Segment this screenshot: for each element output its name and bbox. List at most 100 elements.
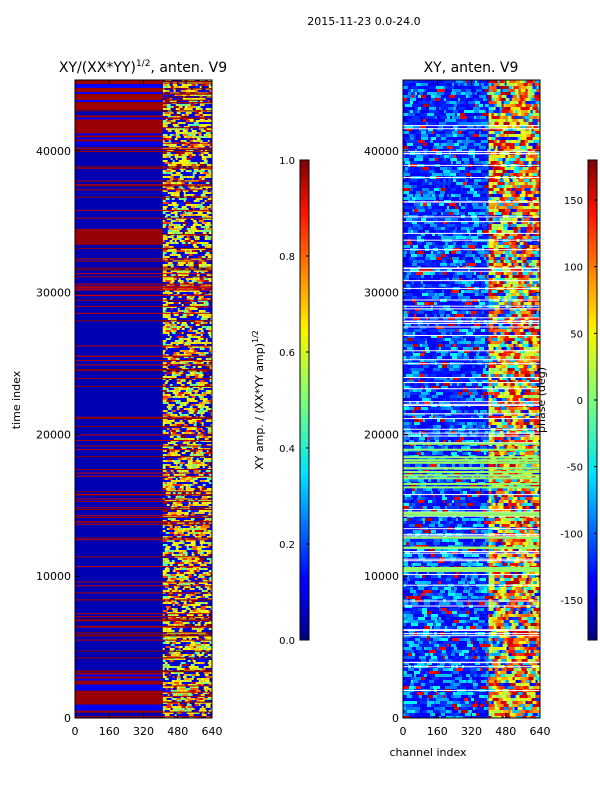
heatmap-cell	[168, 628, 172, 630]
heatmap-cell	[200, 172, 204, 174]
heatmap-cell	[175, 714, 177, 716]
heatmap-cell	[178, 332, 182, 334]
heatmap-cell	[177, 112, 181, 114]
heatmap-cell	[178, 662, 181, 664]
heatmap-cell	[180, 130, 183, 132]
heatmap-cell	[185, 480, 187, 482]
heatmap-cell	[191, 438, 195, 440]
heatmap-cell	[211, 392, 215, 394]
heatmap-cell	[176, 90, 181, 92]
heatmap-cell	[163, 664, 166, 666]
heatmap-cell	[192, 392, 195, 394]
heatmap-cell	[183, 646, 185, 648]
heatmap-cell	[204, 458, 208, 460]
heatmap-cell	[181, 246, 186, 248]
flagged-row	[75, 585, 212, 586]
heatmap-cell	[187, 256, 189, 258]
heatmap-cell	[167, 572, 169, 574]
heatmap-cell	[195, 308, 198, 310]
heatmap-cell	[180, 296, 182, 298]
heatmap-cell	[198, 156, 202, 158]
heatmap-cell	[163, 90, 167, 92]
heatmap-cell	[163, 404, 168, 406]
heatmap-cell	[186, 374, 191, 376]
heatmap-cell	[174, 622, 179, 624]
heatmap-cell	[181, 396, 185, 398]
heatmap-cell	[207, 528, 209, 530]
heatmap-cell	[176, 412, 179, 414]
heatmap-cell	[195, 138, 197, 140]
saturated-row	[75, 90, 163, 92]
heatmap-cell	[180, 114, 182, 116]
heatmap-cell	[192, 492, 194, 494]
heatmap-cell	[163, 560, 165, 562]
heatmap-cell	[191, 474, 195, 476]
heatmap-cell	[177, 208, 182, 210]
heatmap-cell	[170, 250, 175, 252]
heatmap-cell	[205, 384, 209, 386]
heatmap-cell	[171, 330, 174, 332]
heatmap-cell	[184, 362, 186, 364]
x-tick-label: 0	[72, 725, 79, 738]
heatmap-cell	[204, 688, 207, 690]
heatmap-cell	[163, 120, 167, 122]
heatmap-cell	[205, 250, 208, 252]
heatmap-cell	[172, 422, 175, 424]
heatmap-cell	[182, 304, 184, 306]
heatmap-cell	[204, 176, 209, 178]
heatmap-cell	[189, 546, 192, 548]
heatmap-cell	[211, 162, 215, 164]
heatmap-cell	[171, 128, 176, 130]
heatmap-cell	[201, 576, 205, 578]
heatmap-cell	[169, 228, 174, 230]
heatmap-cell	[191, 174, 193, 176]
heatmap-cell	[208, 646, 212, 648]
heatmap-cell	[185, 384, 190, 386]
heatmap-cell	[200, 542, 204, 544]
heatmap-cell	[186, 430, 189, 432]
heatmap-cell	[201, 334, 203, 336]
heatmap-cell	[209, 464, 212, 466]
heatmap-cell	[171, 606, 173, 608]
heatmap-cell	[176, 396, 178, 398]
heatmap-cell	[182, 328, 185, 330]
heatmap-cell	[168, 178, 170, 180]
heatmap-cell	[196, 452, 200, 454]
heatmap-cell	[206, 706, 208, 708]
heatmap-cell	[206, 534, 210, 536]
heatmap-cell	[177, 292, 180, 294]
heatmap-cell	[203, 602, 205, 604]
heatmap-cell	[194, 688, 199, 690]
heatmap-cell	[198, 384, 200, 386]
heatmap-cell	[173, 676, 175, 678]
heatmap-cell	[184, 486, 186, 488]
heatmap-cell	[194, 122, 199, 124]
heatmap-cell	[183, 212, 185, 214]
heatmap-cell	[175, 708, 179, 710]
heatmap-cell	[168, 382, 173, 384]
heatmap-cell	[192, 432, 195, 434]
heatmap-cell	[206, 420, 210, 422]
heatmap-cell	[171, 390, 176, 392]
heatmap-cell	[183, 554, 185, 556]
heatmap-cell	[175, 322, 177, 324]
heatmap-cell	[186, 454, 190, 456]
heatmap-cell	[167, 152, 171, 154]
heatmap-cell	[201, 526, 205, 528]
heatmap-cell	[199, 438, 201, 440]
heatmap-cell	[198, 694, 201, 696]
heatmap-cell	[200, 108, 203, 110]
heatmap-cell	[200, 348, 205, 350]
heatmap-cell	[169, 552, 172, 554]
heatmap-cell	[186, 474, 191, 476]
heatmap-cell	[190, 162, 195, 164]
heatmap-cell	[180, 450, 185, 452]
saturated-row	[75, 139, 163, 141]
heatmap-cell	[183, 106, 185, 108]
heatmap-cell	[206, 660, 209, 662]
heatmap-cell	[198, 132, 202, 134]
heatmap-cell	[182, 332, 184, 334]
heatmap-cell	[187, 214, 189, 216]
flagged-row	[75, 556, 212, 557]
heatmap-cell	[179, 372, 183, 374]
